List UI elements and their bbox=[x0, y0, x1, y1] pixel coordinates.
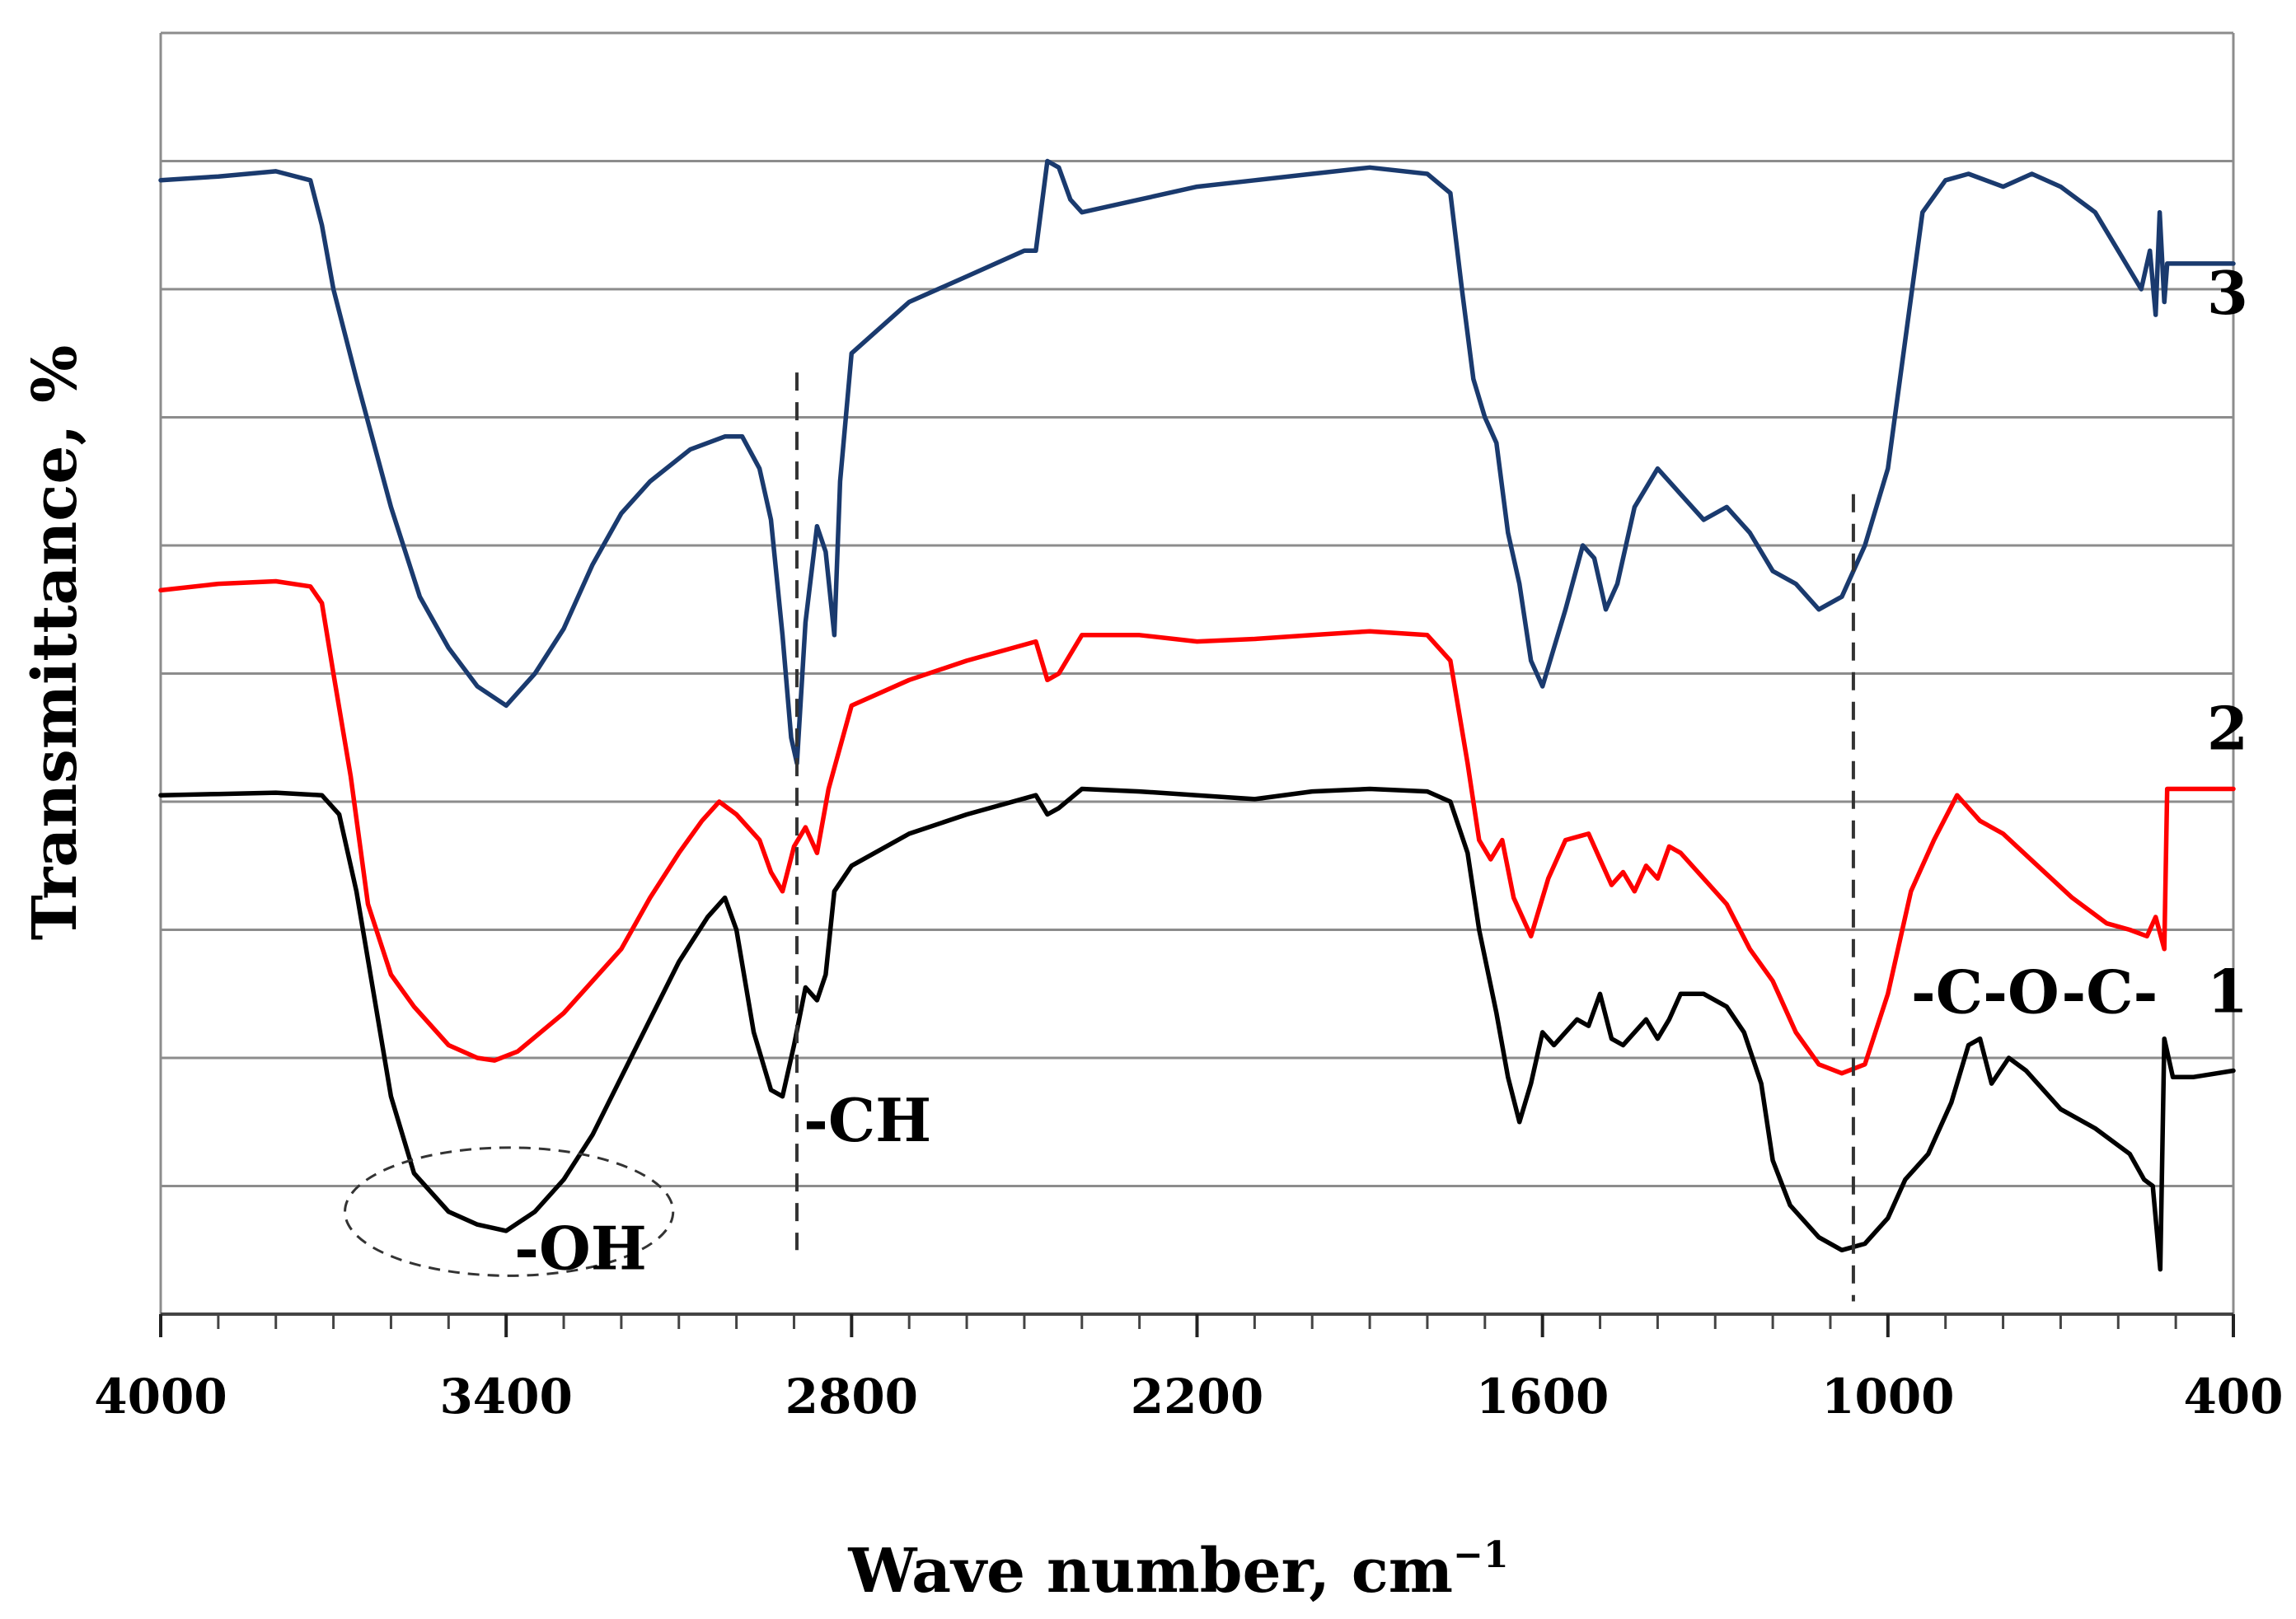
x-tick-label: 1000 bbox=[1821, 1369, 1954, 1425]
curve-label-2: 2 bbox=[2207, 693, 2248, 763]
annotation-ch: -CH bbox=[804, 1085, 931, 1155]
series-line-3 bbox=[158, 158, 2236, 766]
series-line-2 bbox=[158, 578, 2236, 1076]
curve-label-3: 3 bbox=[2207, 258, 2248, 328]
x-ticks: 4000 3400 2800 2200 1600 1000 400 bbox=[94, 1314, 2284, 1425]
x-tick-label: 1600 bbox=[1476, 1369, 1609, 1425]
x-tick-label: 2200 bbox=[1131, 1369, 1263, 1425]
x-axis-title: Wave number, cm−1 bbox=[847, 1534, 1508, 1607]
x-tick-label: 3400 bbox=[439, 1369, 572, 1425]
spectra-series bbox=[158, 158, 2236, 1272]
y-axis-title: Transmittance, % bbox=[20, 345, 91, 941]
oh-highlight-ellipse bbox=[344, 1146, 675, 1277]
dashed-markers bbox=[344, 372, 1855, 1302]
annotations: 3 2 1 -OH -CH -C-O-C- bbox=[514, 258, 2248, 1284]
annotation-oh: -OH bbox=[514, 1214, 647, 1284]
x-tick-label: 400 bbox=[2183, 1369, 2283, 1425]
x-axis-title-superscript: −1 bbox=[1453, 1534, 1508, 1576]
x-tick-label: 4000 bbox=[94, 1369, 227, 1425]
series-line-1 bbox=[158, 786, 2236, 1272]
x-tick-label: 2800 bbox=[785, 1369, 918, 1425]
annotation-coc: -C-O-C- bbox=[1911, 957, 2158, 1027]
curve-label-1: 1 bbox=[2207, 956, 2248, 1026]
